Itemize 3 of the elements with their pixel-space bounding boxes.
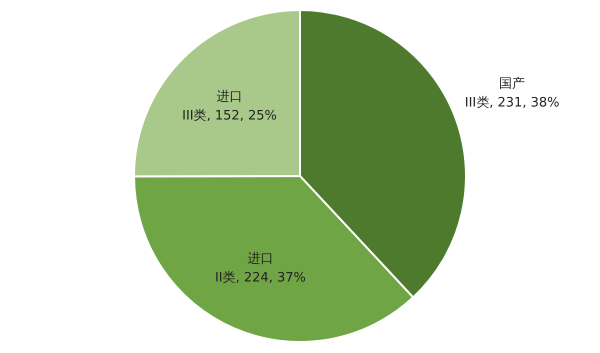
slice-label: 进口 III类, 152, 25%	[182, 90, 277, 124]
slice-label: 进口 II类, 224, 37%	[214, 251, 306, 286]
slice-label: 国产 III类, 231, 38%	[464, 76, 560, 110]
